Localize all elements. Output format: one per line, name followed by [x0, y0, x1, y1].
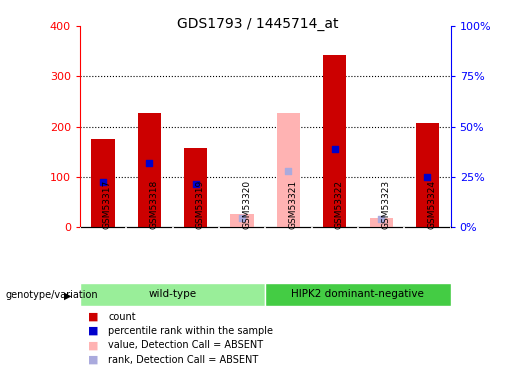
Bar [369, 218, 392, 227]
Text: ▶: ▶ [64, 291, 72, 300]
Text: GDS1793 / 1445714_at: GDS1793 / 1445714_at [177, 17, 338, 31]
Text: ■: ■ [88, 340, 98, 350]
Text: ■: ■ [88, 326, 98, 336]
Bar [138, 112, 161, 227]
Text: GSM53318: GSM53318 [149, 179, 158, 228]
Text: ■: ■ [88, 355, 98, 364]
Point [99, 179, 107, 185]
Text: GSM53321: GSM53321 [288, 180, 297, 228]
Text: genotype/variation: genotype/variation [5, 291, 98, 300]
Text: HIPK2 dominant-negative: HIPK2 dominant-negative [291, 290, 424, 299]
Text: percentile rank within the sample: percentile rank within the sample [108, 326, 273, 336]
Text: GSM53324: GSM53324 [427, 180, 436, 228]
Bar [277, 112, 300, 227]
Text: GSM53317: GSM53317 [103, 179, 112, 228]
Text: GSM53320: GSM53320 [242, 180, 251, 228]
Text: count: count [108, 312, 136, 322]
Point [238, 215, 246, 221]
Bar [231, 214, 253, 227]
Bar [92, 139, 114, 227]
Text: ■: ■ [88, 312, 98, 322]
Point [192, 181, 200, 187]
Bar [184, 148, 207, 227]
Bar [416, 123, 439, 227]
Text: rank, Detection Call = ABSENT: rank, Detection Call = ABSENT [108, 355, 259, 364]
Point [284, 168, 293, 174]
Point [331, 146, 339, 152]
Text: GSM53319: GSM53319 [196, 179, 204, 228]
Text: value, Detection Call = ABSENT: value, Detection Call = ABSENT [108, 340, 263, 350]
Point [145, 160, 153, 166]
Bar [323, 55, 346, 227]
Point [377, 216, 385, 222]
Text: GSM53323: GSM53323 [381, 180, 390, 228]
Bar [265, 283, 451, 306]
Text: GSM53322: GSM53322 [335, 180, 344, 228]
Point [423, 174, 432, 180]
Text: wild-type: wild-type [148, 290, 197, 299]
Bar [80, 283, 265, 306]
